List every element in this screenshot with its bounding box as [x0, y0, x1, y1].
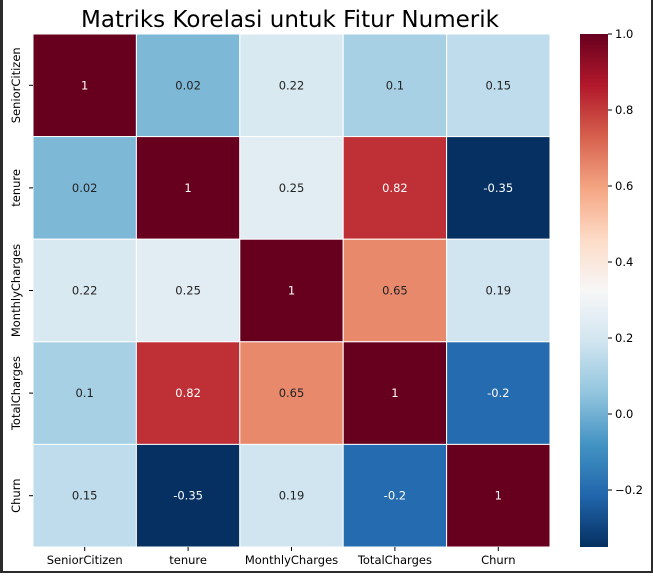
heatmap-cell	[446, 33, 551, 138]
x-tick-label: SeniorCitizen	[47, 553, 123, 567]
cell-value-label: 0.82	[382, 181, 408, 195]
heatmap-cell	[342, 238, 448, 343]
cell-value-label: 1	[495, 489, 502, 503]
cell-value-label: 0.1	[76, 386, 94, 400]
heatmap-cell	[446, 136, 551, 240]
y-tick-label: tenure	[9, 169, 23, 207]
heatmap-cell	[135, 443, 241, 548]
heatmap-cell	[32, 443, 137, 548]
cell-value-label: 1	[184, 181, 191, 195]
heatmap-cell	[135, 238, 241, 343]
cell-value-label: -0.2	[487, 386, 509, 400]
cell-value-label: 0.22	[72, 284, 98, 298]
cell-value-label: -0.35	[173, 489, 203, 503]
heatmap-cell	[239, 341, 344, 445]
y-tick-label: MonthlyCharges	[9, 244, 23, 337]
cell-value-label: 0.22	[279, 78, 305, 92]
heatmap-cell	[135, 33, 241, 138]
chart-title: Matriks Korelasi untuk Fitur Numerik	[81, 7, 500, 33]
cell-value-label: 0.15	[485, 78, 511, 92]
cell-value-label: 0.1	[386, 78, 404, 92]
colorbar-tick-label: 0.8	[615, 103, 633, 117]
heatmap-cell	[446, 238, 551, 343]
heatmap-cell	[446, 443, 551, 548]
colorbar-tick-label: 0.4	[615, 255, 633, 269]
heatmap-cell	[446, 341, 551, 445]
colorbar-tick-label: 0.6	[615, 179, 633, 193]
cell-value-label: -0.35	[483, 181, 513, 195]
x-tick-label: TotalCharges	[357, 553, 432, 567]
cell-value-label: 0.02	[175, 78, 201, 92]
x-tick-label: MonthlyCharges	[245, 553, 338, 567]
window-bottom-edge	[0, 571, 653, 573]
y-tick-label: Churn	[9, 478, 23, 512]
cell-value-label: 0.25	[279, 181, 305, 195]
y-tick-label: SeniorCitizen	[9, 47, 23, 123]
heatmap-cell	[239, 136, 344, 240]
heatmap-cell	[32, 33, 137, 138]
cell-value-label: 0.19	[485, 284, 511, 298]
x-tick-label: tenure	[169, 553, 207, 567]
cell-value-label: 0.02	[72, 181, 98, 195]
x-tick-label: Churn	[481, 553, 515, 567]
cell-value-label: 0.65	[382, 284, 408, 298]
y-tick-label: TotalCharges	[9, 356, 23, 431]
colorbar-tick-label: 0.0	[615, 407, 633, 421]
cell-value-label: 1	[81, 78, 88, 92]
colorbar-tick-label: −0.2	[615, 483, 643, 497]
cell-value-label: 0.25	[175, 284, 201, 298]
heatmap-cell	[32, 136, 137, 240]
cell-value-label: 0.15	[72, 489, 98, 503]
window-right-edge	[651, 0, 653, 573]
cell-value-label: 0.65	[279, 386, 305, 400]
heatmap-cell	[135, 341, 241, 445]
cell-value-label: 0.82	[175, 386, 201, 400]
heatmap-cell	[239, 443, 344, 548]
cell-value-label: 1	[391, 386, 398, 400]
cell-value-label: -0.2	[384, 489, 406, 503]
heatmap-cell	[239, 238, 344, 343]
heatmap-cell	[342, 33, 448, 138]
colorbar-tick-label: 1.0	[615, 27, 633, 41]
heatmap-cell	[342, 341, 448, 445]
colorbar-tick-label: 0.2	[615, 331, 633, 345]
heatmap-cell	[239, 33, 344, 138]
window-left-edge	[0, 0, 3, 573]
colorbar	[580, 34, 608, 547]
cell-value-label: 0.19	[279, 489, 305, 503]
cell-value-label: 1	[288, 284, 295, 298]
